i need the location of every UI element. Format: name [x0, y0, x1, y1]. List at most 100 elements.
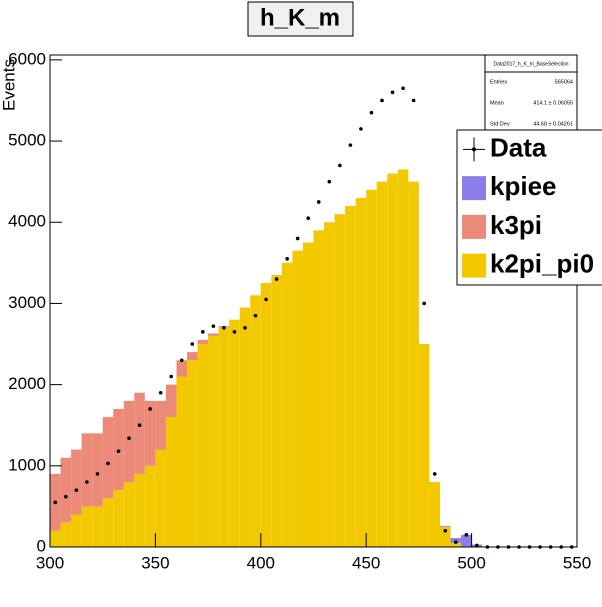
bar: [355, 197, 367, 547]
legend-swatch: [462, 214, 486, 239]
bar: [439, 525, 451, 527]
data-point: [443, 528, 448, 533]
y-tick-label: 3000: [8, 293, 46, 312]
bar: [334, 214, 346, 547]
bar: [408, 181, 419, 547]
bar: [165, 384, 177, 418]
stats-label: Mean: [490, 100, 504, 106]
data-point: [295, 236, 300, 241]
data-point: [53, 500, 58, 505]
data-point: [422, 301, 426, 306]
data-point: [316, 200, 321, 204]
stats-value: 44.68 ± 0.04261: [533, 121, 573, 127]
bar: [176, 360, 188, 377]
bar: [376, 181, 388, 547]
bar: [187, 360, 198, 547]
data-point: [74, 488, 79, 492]
data-point: [359, 127, 363, 131]
bar: [429, 482, 440, 547]
bar: [345, 206, 356, 548]
data-point: [148, 407, 152, 411]
data-point: [401, 86, 405, 91]
stats-value: 414.1 ± 0.06055: [533, 100, 573, 106]
bar: [187, 352, 198, 361]
bar: [239, 307, 251, 547]
data-point: [475, 543, 479, 548]
bar: [324, 222, 335, 547]
y-tick-label: 1000: [8, 455, 46, 474]
data-point: [201, 330, 205, 334]
bar: [71, 449, 82, 515]
bar: [271, 275, 282, 547]
data-point: [464, 533, 469, 537]
legend-label: k2pi_pi0: [490, 249, 594, 279]
bar: [176, 376, 188, 547]
data-point: [179, 358, 184, 363]
x-tick-label: 350: [141, 553, 169, 572]
bar: [113, 490, 124, 547]
bar: [208, 333, 219, 336]
data-point: [285, 256, 289, 261]
y-tick-label: 4000: [8, 212, 46, 231]
bar: [155, 449, 166, 547]
data-point: [390, 90, 395, 95]
bar: [165, 417, 177, 547]
bar: [439, 526, 451, 547]
bar: [302, 242, 314, 547]
bar: [81, 506, 93, 547]
stats-value: 565064: [555, 79, 573, 85]
legend-label: kpiee: [490, 171, 557, 201]
bar: [461, 534, 472, 547]
data-point: [369, 110, 374, 115]
data-point: [432, 472, 437, 476]
data-point: [211, 324, 216, 328]
data-point: [127, 436, 131, 441]
data-point: [232, 330, 237, 334]
data-point: [222, 325, 226, 330]
legend-data-marker: [472, 147, 476, 152]
stats-label: Entries: [490, 79, 507, 85]
bar: [197, 344, 209, 547]
x-tick-label: 450: [352, 553, 380, 572]
x-tick-label: 550: [563, 553, 591, 572]
data-point: [85, 480, 89, 484]
bar: [134, 473, 145, 547]
bar: [144, 465, 156, 547]
legend-label: Data: [490, 132, 547, 162]
frame: [49, 54, 578, 548]
bar: [123, 482, 135, 547]
bar: [81, 433, 93, 507]
bar: [250, 295, 261, 547]
bar: [102, 417, 114, 499]
legend-swatch: [462, 176, 486, 201]
bar: [397, 169, 409, 547]
x-tick-label: 500: [457, 553, 485, 572]
data-point: [169, 374, 174, 379]
data-point: [106, 461, 110, 466]
bar: [281, 262, 293, 547]
bar: [418, 344, 430, 547]
data-point: [137, 423, 142, 428]
bar: [218, 327, 230, 547]
data-point: [243, 325, 247, 330]
y-tick-label: 6000: [8, 49, 46, 68]
data-point: [338, 163, 342, 168]
data-point: [411, 98, 416, 103]
y-axis-label: Events: [0, 59, 18, 111]
title-box: [247, 1, 354, 37]
data-point: [158, 390, 163, 395]
bar: [60, 522, 72, 547]
data-point: [348, 143, 353, 147]
bar: [92, 433, 103, 507]
y-tick-label: 0: [37, 536, 46, 555]
chart-title: h_K_m: [260, 4, 340, 31]
data-point: [380, 98, 384, 103]
bar: [366, 189, 377, 547]
bar: [313, 230, 325, 547]
bar: [450, 542, 462, 547]
bar: [134, 392, 145, 474]
legend-label: k3pi: [490, 210, 542, 240]
data-point: [64, 494, 68, 499]
data-point: [253, 313, 258, 318]
